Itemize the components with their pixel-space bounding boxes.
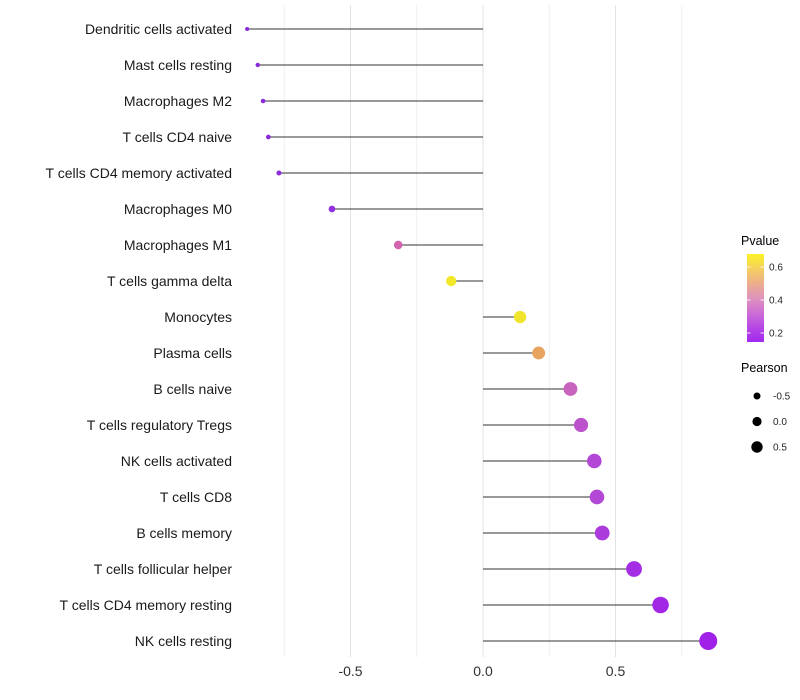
pearson-legend-label: 0.0 — [773, 417, 787, 428]
y-axis-label: Plasma cells — [153, 345, 232, 361]
pearson-legend-title: Pearson — [741, 361, 788, 375]
pvalue-colorbar-tick-label: 0.2 — [769, 329, 783, 340]
lollipop-dot — [589, 489, 605, 505]
pearson-legend-dot — [753, 392, 761, 400]
lollipop-dot — [563, 382, 578, 396]
lollipop-dot — [699, 632, 718, 650]
pearson-legend-label: 0.5 — [773, 443, 787, 454]
lollipop-dot — [328, 205, 336, 213]
lollipop-dot — [255, 62, 260, 68]
pearson-legend-label: -0.5 — [773, 392, 791, 403]
y-axis-label: Dendritic cells activated — [85, 21, 232, 37]
y-axis-label: NK cells activated — [121, 453, 232, 469]
lollipop-dot — [594, 525, 610, 541]
y-axis-label: Monocytes — [164, 309, 232, 325]
lollipop-dot — [393, 240, 403, 250]
pearson-legend-dot — [752, 416, 762, 427]
y-axis-label: Macrophages M0 — [124, 201, 232, 217]
y-axis-label: T cells gamma delta — [107, 273, 232, 289]
lollipop-dot — [573, 417, 589, 433]
y-axis-label: T cells CD4 naive — [123, 129, 233, 145]
pvalue-colorbar — [747, 254, 764, 342]
lollipop-dot — [652, 596, 669, 614]
pvalue-legend-title: Pvalue — [741, 234, 779, 248]
lollipop-dot — [245, 26, 250, 32]
y-axis-label: Macrophages M1 — [124, 237, 232, 253]
y-axis-label: T cells CD4 memory activated — [46, 165, 232, 181]
lollipop-dot — [532, 346, 546, 360]
x-axis-tick-label: -0.5 — [338, 663, 362, 679]
y-axis-label: T cells CD4 memory resting — [60, 597, 232, 613]
y-axis-label: NK cells resting — [135, 633, 232, 649]
pearson-legend-dot — [751, 441, 763, 453]
y-axis-label: Mast cells resting — [124, 57, 232, 73]
y-axis-label: T cells follicular helper — [94, 561, 233, 577]
y-axis-label: T cells regulatory Tregs — [87, 417, 232, 433]
y-axis-label: Macrophages M2 — [124, 93, 232, 109]
x-axis-tick-label: 0.5 — [606, 663, 626, 679]
lollipop-dot — [260, 98, 266, 104]
pvalue-colorbar-tick-label: 0.4 — [769, 296, 783, 307]
x-axis-tick-label: 0.0 — [473, 663, 493, 679]
lollipop-dot — [446, 275, 457, 287]
lollipop-dot — [265, 134, 271, 140]
lollipop-dot — [276, 170, 282, 176]
pvalue-colorbar-tick-label: 0.6 — [769, 263, 783, 274]
lollipop-dot — [626, 561, 642, 577]
y-axis-label: B cells memory — [136, 525, 232, 541]
lollipop-dot — [513, 310, 527, 324]
y-axis-label: T cells CD8 — [160, 489, 232, 505]
lollipop-dot — [587, 453, 602, 469]
y-axis-label: B cells naive — [153, 381, 232, 397]
